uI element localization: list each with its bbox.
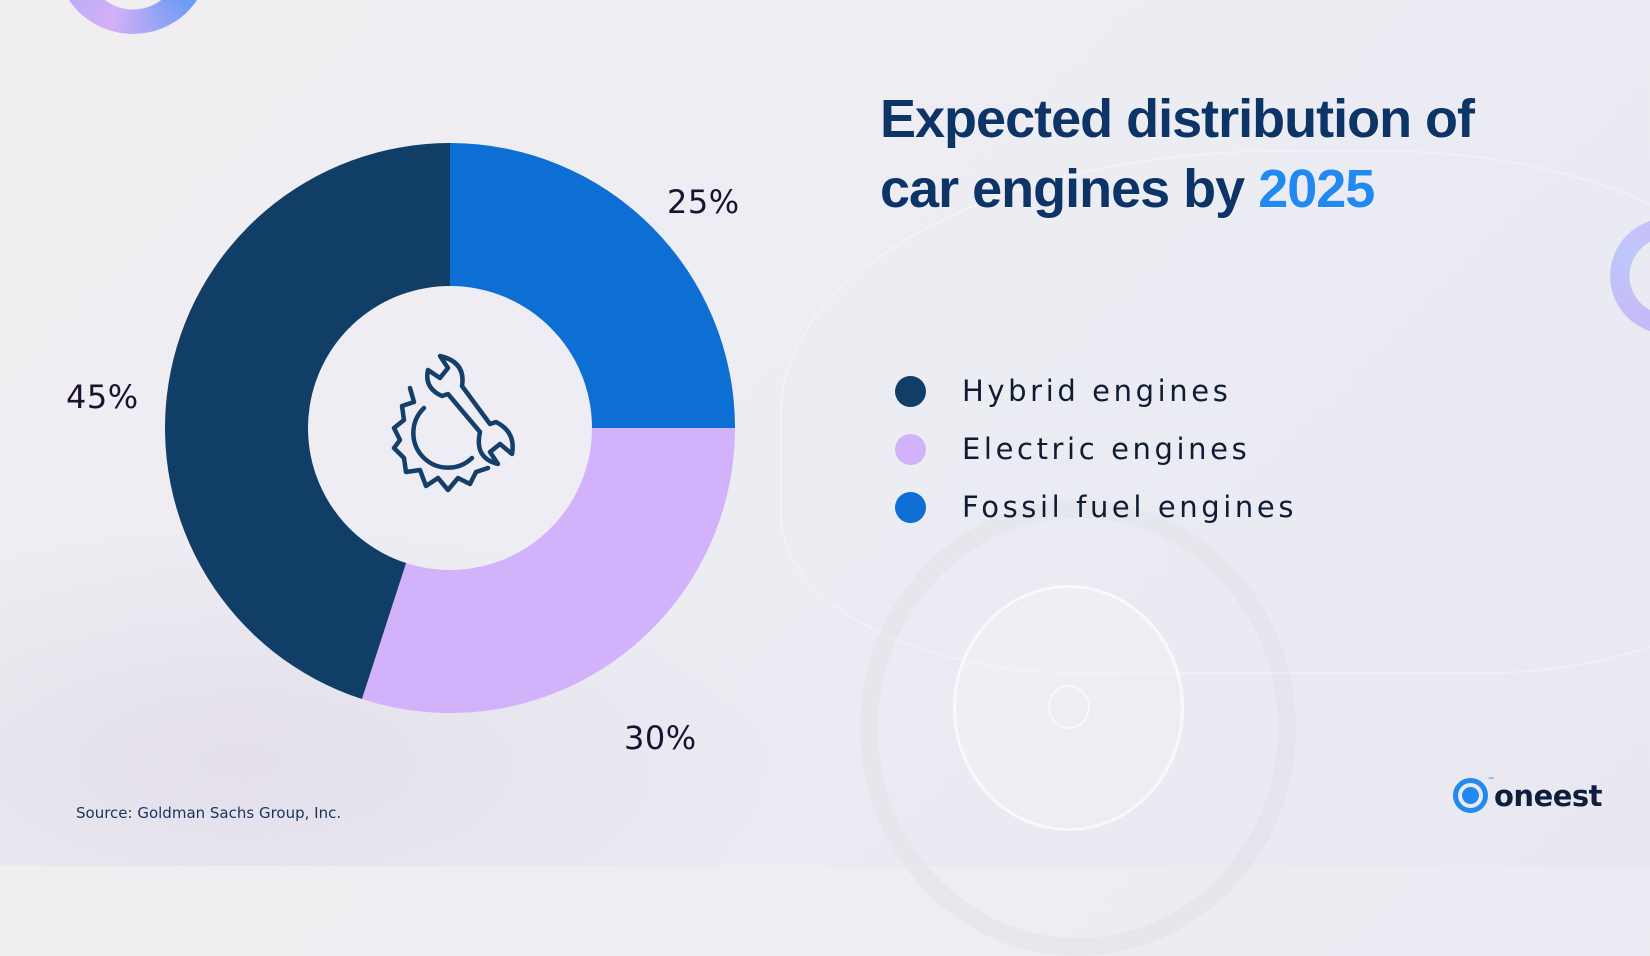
donut-slice-hybrid xyxy=(165,143,450,700)
legend-item-hybrid: Hybrid engines xyxy=(895,362,1297,420)
legend-label-electric: Electric engines xyxy=(962,432,1251,466)
legend-label-hybrid: Hybrid engines xyxy=(962,374,1232,408)
legend-item-electric: Electric engines xyxy=(895,420,1297,478)
donut-slices xyxy=(165,143,735,713)
title-line-2: car engines by xyxy=(880,159,1245,219)
title-year-highlight: 2025 xyxy=(1258,159,1375,219)
slice-label-hybrid: 45% xyxy=(66,378,139,416)
chart-legend: Hybrid engines Electric engines Fossil f… xyxy=(895,362,1297,536)
slice-label-electric: 30% xyxy=(624,719,697,757)
brand-logo: ™ oneest xyxy=(1453,777,1603,813)
legend-swatch-hybrid xyxy=(895,375,926,407)
title-line-1: Expected distribution of xyxy=(880,89,1475,149)
gear-wrench-icon xyxy=(391,353,515,493)
legend-label-fossil: Fossil fuel engines xyxy=(962,490,1298,524)
donut-slice-fossil xyxy=(450,143,735,428)
source-note: Source: Goldman Sachs Group, Inc. xyxy=(76,804,342,822)
ring-dot-logo-icon: ™ xyxy=(1453,777,1494,813)
donut-chart xyxy=(165,143,735,713)
trademark-mark: ™ xyxy=(1488,777,1494,783)
chart-title: Expected distribution of car engines by … xyxy=(880,84,1475,224)
brand-name: oneest xyxy=(1494,778,1603,813)
donut-slice-electric xyxy=(361,428,735,713)
slice-label-fossil: 25% xyxy=(667,183,740,221)
legend-item-fossil: Fossil fuel engines xyxy=(895,478,1297,536)
legend-swatch-fossil xyxy=(895,491,926,523)
legend-swatch-electric xyxy=(895,433,926,465)
